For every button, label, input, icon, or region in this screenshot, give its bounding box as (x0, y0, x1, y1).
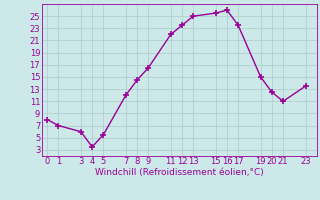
X-axis label: Windchill (Refroidissement éolien,°C): Windchill (Refroidissement éolien,°C) (95, 168, 264, 177)
